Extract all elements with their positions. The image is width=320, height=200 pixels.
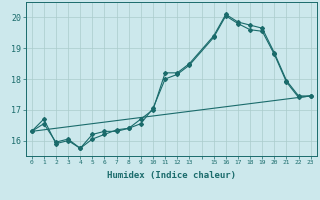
X-axis label: Humidex (Indice chaleur): Humidex (Indice chaleur) [107,171,236,180]
